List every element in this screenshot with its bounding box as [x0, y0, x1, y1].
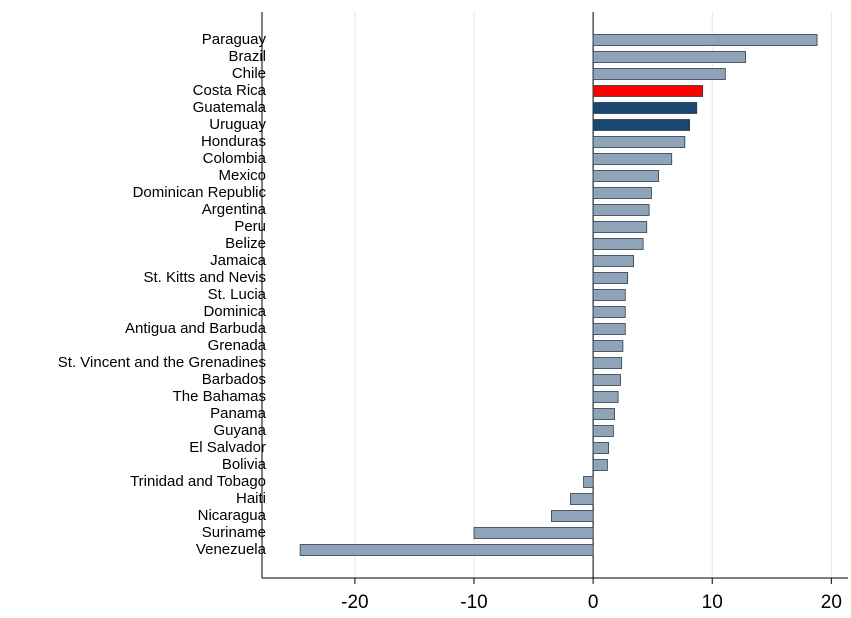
y-tick-label: Dominica — [203, 303, 266, 320]
y-tick-label: Paraguay — [202, 31, 267, 48]
y-tick-label: Jamaica — [210, 252, 267, 269]
y-tick-label: Mexico — [218, 167, 266, 184]
bar — [592, 51, 746, 63]
y-tick-label: Trinidad and Tobago — [130, 473, 266, 490]
y-tick-label: Uruguay — [209, 116, 266, 133]
y-tick-label: Antigua and Barbuda — [125, 320, 267, 337]
y-tick-label: Chile — [232, 65, 266, 82]
bar — [592, 255, 635, 267]
bar — [592, 374, 621, 386]
y-tick-label: Dominican Republic — [133, 184, 267, 201]
bar — [592, 340, 624, 352]
x-tick-label: -10 — [460, 592, 487, 613]
y-tick-label: Belize — [225, 235, 266, 252]
x-tick-label: 10 — [702, 592, 723, 613]
x-tick-label: -20 — [341, 592, 368, 613]
y-tick-label: Peru — [234, 218, 266, 235]
bar — [592, 272, 629, 284]
bar — [592, 34, 818, 46]
y-tick-label: St. Vincent and the Grenadines — [58, 354, 266, 371]
bar — [592, 323, 626, 335]
y-tick-label: Barbados — [202, 371, 266, 388]
y-tick-label: Colombia — [203, 150, 267, 167]
bar — [592, 357, 623, 369]
y-tick-label: Venezuela — [196, 541, 267, 558]
bar — [592, 391, 619, 403]
bar — [592, 136, 686, 148]
y-tick-label: The Bahamas — [173, 388, 266, 405]
bar — [583, 476, 594, 488]
bar — [570, 493, 594, 505]
bar — [592, 187, 652, 199]
bar — [592, 408, 615, 420]
bar — [551, 510, 594, 522]
bar — [592, 306, 626, 318]
x-tick-label: 20 — [821, 592, 842, 613]
bar — [592, 442, 609, 454]
bar — [592, 221, 648, 233]
y-tick-label: St. Lucia — [208, 286, 267, 303]
y-tick-label: Nicaragua — [198, 507, 267, 524]
y-tick-label: Suriname — [202, 524, 266, 541]
y-tick-label: Honduras — [201, 133, 266, 150]
bar — [592, 153, 673, 165]
bar — [592, 238, 644, 250]
y-tick-label: Argentina — [202, 201, 267, 218]
y-tick-label: Haiti — [236, 490, 266, 507]
bar — [592, 459, 608, 471]
bar — [592, 102, 698, 114]
y-tick-label: Panama — [210, 405, 267, 422]
bar — [592, 289, 626, 301]
y-tick-label: Brazil — [228, 48, 266, 65]
y-tick-label: Grenada — [208, 337, 267, 354]
y-tick-label: El Salvador — [189, 439, 266, 456]
y-tick-label: St. Kitts and Nevis — [143, 269, 266, 286]
bar — [592, 425, 614, 437]
bar — [592, 204, 650, 216]
bar — [473, 527, 594, 539]
y-tick-label: Guatemala — [193, 99, 267, 116]
bar — [592, 170, 660, 182]
bar — [592, 119, 690, 131]
bar — [592, 85, 704, 97]
y-tick-label: Costa Rica — [193, 82, 267, 99]
bar — [299, 544, 594, 556]
y-tick-label: Guyana — [213, 422, 266, 439]
y-tick-label: Bolivia — [222, 456, 267, 473]
x-tick-label: 0 — [588, 592, 599, 613]
bar — [592, 68, 726, 80]
